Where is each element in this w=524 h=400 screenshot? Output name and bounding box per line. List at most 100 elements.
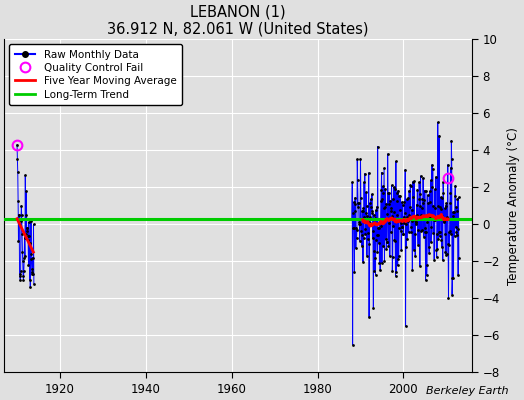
- Point: [393, 212, 401, 218]
- Point: [431, 186, 439, 193]
- Point: [394, 262, 402, 269]
- Point: [452, 228, 461, 235]
- Point: [365, 241, 374, 248]
- Point: [379, 242, 388, 249]
- Point: [377, 187, 386, 193]
- Point: [441, 249, 450, 255]
- Point: [369, 212, 378, 218]
- Point: [375, 260, 384, 266]
- Point: [434, 229, 443, 235]
- Point: [427, 239, 435, 245]
- Point: [407, 224, 415, 230]
- Point: [26, 284, 35, 290]
- Point: [402, 244, 410, 250]
- Point: [420, 234, 428, 240]
- Point: [439, 257, 447, 264]
- Point: [417, 173, 425, 179]
- Point: [428, 162, 436, 168]
- Point: [400, 220, 408, 227]
- Point: [409, 179, 417, 185]
- Point: [391, 238, 399, 244]
- Point: [430, 256, 439, 263]
- Point: [436, 203, 444, 210]
- Point: [14, 198, 23, 205]
- Point: [437, 237, 445, 244]
- Point: [399, 231, 407, 238]
- Point: [414, 196, 423, 203]
- Point: [397, 247, 406, 253]
- Point: [414, 214, 423, 221]
- Point: [399, 202, 407, 208]
- Point: [361, 226, 369, 232]
- Point: [380, 204, 389, 210]
- Point: [413, 212, 421, 218]
- Point: [429, 229, 438, 236]
- Point: [411, 219, 420, 225]
- Point: [427, 224, 435, 231]
- Point: [357, 228, 365, 234]
- Point: [16, 273, 24, 279]
- Point: [348, 342, 357, 348]
- Point: [368, 210, 376, 216]
- Point: [429, 166, 437, 172]
- Point: [29, 271, 37, 277]
- Point: [379, 205, 388, 212]
- Point: [353, 156, 362, 163]
- Point: [405, 229, 413, 235]
- Point: [424, 216, 432, 222]
- Point: [363, 202, 371, 209]
- Point: [366, 200, 374, 206]
- Point: [397, 220, 405, 226]
- Point: [13, 156, 21, 163]
- Point: [408, 218, 416, 224]
- Point: [352, 235, 361, 242]
- Point: [425, 250, 433, 256]
- Point: [406, 204, 414, 210]
- Point: [351, 208, 359, 214]
- Point: [406, 182, 414, 188]
- Point: [384, 190, 392, 196]
- Point: [348, 216, 356, 223]
- Point: [403, 235, 411, 242]
- Point: [17, 202, 26, 209]
- Point: [366, 220, 375, 226]
- Point: [435, 132, 443, 139]
- Point: [368, 235, 377, 241]
- Point: [446, 190, 454, 196]
- Point: [378, 260, 386, 266]
- Point: [396, 207, 404, 213]
- Point: [453, 196, 462, 202]
- Point: [418, 227, 426, 234]
- Point: [449, 274, 457, 281]
- Point: [363, 252, 371, 259]
- Point: [399, 231, 408, 238]
- Point: [25, 277, 34, 283]
- Point: [410, 230, 419, 237]
- Point: [425, 188, 434, 194]
- Point: [403, 216, 412, 222]
- Point: [380, 165, 388, 171]
- Point: [446, 199, 454, 206]
- Point: [377, 198, 385, 204]
- Point: [379, 190, 387, 196]
- Point: [387, 208, 396, 214]
- Point: [432, 247, 441, 253]
- Point: [385, 201, 394, 207]
- Point: [376, 217, 384, 223]
- Point: [356, 220, 364, 227]
- Point: [398, 199, 406, 205]
- Point: [374, 231, 382, 238]
- Point: [451, 182, 460, 189]
- Point: [383, 211, 391, 217]
- Point: [13, 142, 21, 148]
- Point: [389, 196, 397, 202]
- Point: [27, 217, 35, 224]
- Point: [366, 214, 374, 220]
- Point: [401, 166, 409, 173]
- Point: [28, 271, 36, 277]
- Point: [429, 203, 438, 210]
- Point: [419, 214, 427, 220]
- Point: [442, 200, 451, 207]
- Point: [441, 202, 450, 209]
- Point: [360, 179, 368, 185]
